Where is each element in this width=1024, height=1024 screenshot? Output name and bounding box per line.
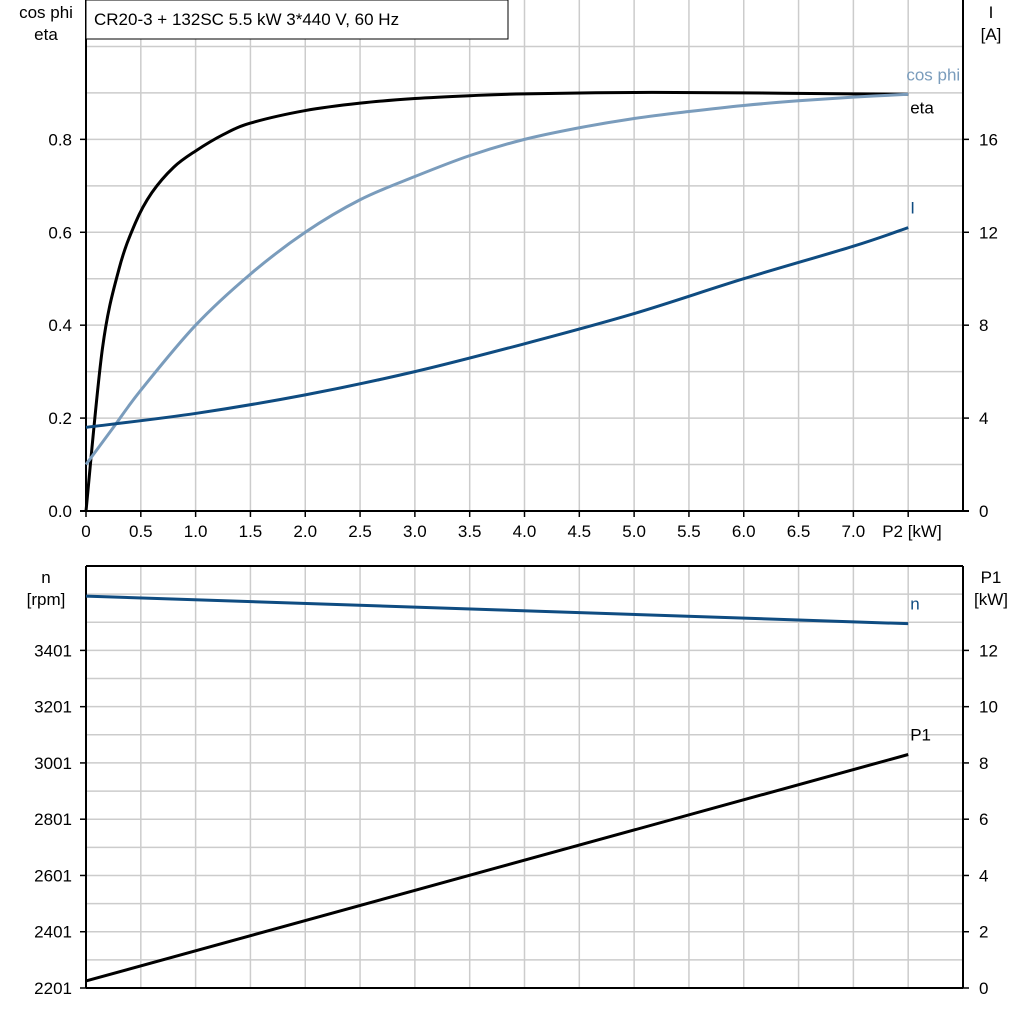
y-left-tick-label: 2801 <box>34 810 72 829</box>
x-tick-label: 0.5 <box>129 522 153 541</box>
y-right-tick-label: 2 <box>979 923 988 942</box>
y-left-tick-label: 0.6 <box>48 223 72 242</box>
y-left-tick-label: 3201 <box>34 698 72 717</box>
y-left-axis-label: cos phi <box>19 3 73 22</box>
series-line-n <box>85 594 909 626</box>
y-left-tick-label: 0.8 <box>48 130 72 149</box>
series-line-P1 <box>85 753 909 983</box>
y-left-axis-label: eta <box>34 25 58 44</box>
x-tick-label: 0 <box>81 522 90 541</box>
x-tick-label: 2.0 <box>293 522 317 541</box>
series-label: P1 <box>910 725 931 744</box>
y-left-tick-label: 2401 <box>34 923 72 942</box>
y-right-tick-label: 8 <box>979 316 988 335</box>
x-tick-label: 1.5 <box>239 522 263 541</box>
y-right-axis-label: [A] <box>981 25 1002 44</box>
title-box <box>85 0 509 40</box>
x-tick-label: 5.0 <box>622 522 646 541</box>
series-line-eta <box>84 90 909 512</box>
series-label: eta <box>910 98 934 117</box>
x-tick-label: 6.5 <box>787 522 811 541</box>
y-left-tick-label: 2201 <box>34 979 72 998</box>
x-tick-label: 2.5 <box>348 522 372 541</box>
x-tick-label: 3.5 <box>458 522 482 541</box>
y-right-tick-label: 0 <box>979 502 988 521</box>
x-tick-label: 5.5 <box>677 522 701 541</box>
y-right-tick-label: 6 <box>979 810 988 829</box>
x-tick-label: 1.0 <box>184 522 208 541</box>
y-left-axis-label: n <box>41 568 50 587</box>
y-right-tick-label: 16 <box>979 130 998 149</box>
y-right-axis-label: P1 <box>981 568 1002 587</box>
x-tick-label: 4.5 <box>567 522 591 541</box>
x-axis-label: P2 [kW] <box>882 522 942 541</box>
x-tick-label: 7.0 <box>842 522 866 541</box>
x-tick-label: 3.0 <box>403 522 427 541</box>
y-left-tick-label: 2601 <box>34 866 72 885</box>
y-right-tick-label: 4 <box>979 866 988 885</box>
y-right-tick-label: 12 <box>979 641 998 660</box>
y-left-tick-label: 0.4 <box>48 316 72 335</box>
y-left-tick-label: 3001 <box>34 754 72 773</box>
y-left-tick-label: 3401 <box>34 641 72 660</box>
y-right-tick-label: 4 <box>979 409 988 428</box>
series-label: I <box>910 199 915 218</box>
y-right-axis-label: [kW] <box>974 590 1008 609</box>
series-label: cos phi <box>906 65 960 84</box>
series-label: n <box>910 595 919 614</box>
y-right-tick-label: 8 <box>979 754 988 773</box>
x-tick-label: 4.0 <box>513 522 537 541</box>
y-right-axis-label: I <box>989 3 994 22</box>
y-left-tick-label: 0.2 <box>48 409 72 428</box>
chart-title: CR20-3 + 132SC 5.5 kW 3*440 V, 60 Hz <box>94 10 399 29</box>
y-right-tick-label: 0 <box>979 979 988 998</box>
y-left-axis-label: [rpm] <box>27 590 66 609</box>
y-right-tick-label: 10 <box>979 698 998 717</box>
x-tick-label: 6.0 <box>732 522 756 541</box>
y-left-tick-label: 0.0 <box>48 502 72 521</box>
y-right-tick-label: 12 <box>979 223 998 242</box>
series-line-cos-phi <box>84 92 909 466</box>
series-line-I <box>85 226 909 429</box>
